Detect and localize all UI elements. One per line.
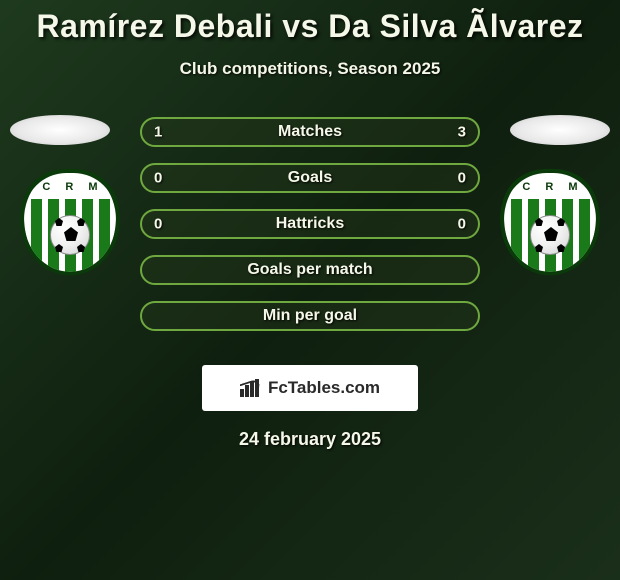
club-badge-right: C R M [500, 169, 600, 287]
club-initials-right: C R M [504, 181, 596, 193]
stat-label: Matches [278, 123, 342, 141]
comparison-panel: C R M C R M [0, 117, 620, 347]
branding-text: FcTables.com [268, 378, 380, 398]
stat-right-value: 0 [458, 170, 466, 187]
page-subtitle: Club competitions, Season 2025 [0, 59, 620, 79]
club-badge-left: C R M [20, 169, 120, 287]
date-label: 24 february 2025 [0, 429, 620, 450]
header: Ramírez Debali vs Da Silva Ãlvarez Club … [0, 0, 620, 79]
stat-left-value: 0 [154, 216, 162, 233]
country-flag-left [10, 115, 110, 145]
stat-row-hattricks: 0 Hattricks 0 [140, 209, 480, 239]
club-initials-left: C R M [24, 181, 116, 193]
stat-label: Hattricks [276, 215, 344, 233]
stat-row-matches: 1 Matches 3 [140, 117, 480, 147]
page-title: Ramírez Debali vs Da Silva Ãlvarez [0, 8, 620, 45]
stat-row-min-per-goal: Min per goal [140, 301, 480, 331]
stat-row-goals: 0 Goals 0 [140, 163, 480, 193]
stat-left-value: 1 [154, 124, 162, 141]
stat-row-goals-per-match: Goals per match [140, 255, 480, 285]
stat-left-value: 0 [154, 170, 162, 187]
stats-list: 1 Matches 3 0 Goals 0 0 Hattricks 0 Goal… [140, 117, 480, 347]
country-flag-right [510, 115, 610, 145]
bar-chart-icon [240, 379, 262, 397]
soccer-ball-icon [530, 215, 570, 255]
branding-badge[interactable]: FcTables.com [202, 365, 418, 411]
stat-right-value: 3 [458, 124, 466, 141]
stat-label: Min per goal [263, 307, 357, 325]
stat-right-value: 0 [458, 216, 466, 233]
stat-label: Goals per match [247, 261, 372, 279]
stat-label: Goals [288, 169, 332, 187]
soccer-ball-icon [50, 215, 90, 255]
